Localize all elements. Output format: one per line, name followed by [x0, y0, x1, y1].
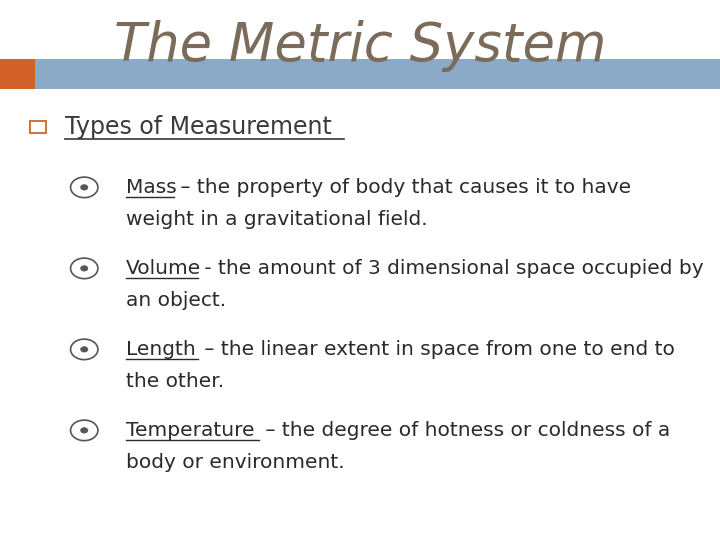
Text: – the degree of hotness or coldness of a: – the degree of hotness or coldness of a [259, 421, 670, 440]
Text: The Metric System: The Metric System [114, 20, 606, 72]
Text: body or environment.: body or environment. [126, 453, 345, 472]
Text: Types of Measurement: Types of Measurement [65, 115, 332, 139]
Bar [0, 59, 720, 89]
Bar [0, 59, 35, 89]
Text: Volume: Volume [126, 259, 202, 278]
Bar [30, 121, 46, 133]
Text: weight in a gravitational field.: weight in a gravitational field. [126, 210, 428, 230]
Text: Length: Length [126, 340, 196, 359]
Text: - the amount of 3 dimensional space occupied by: - the amount of 3 dimensional space occu… [199, 259, 704, 278]
Circle shape [81, 347, 88, 352]
Text: Temperature: Temperature [126, 421, 254, 440]
Text: – the linear extent in space from one to end to: – the linear extent in space from one to… [199, 340, 675, 359]
Circle shape [81, 266, 88, 271]
Text: Mass: Mass [126, 178, 176, 197]
Text: an object.: an object. [126, 291, 226, 310]
Circle shape [81, 185, 88, 190]
Text: the other.: the other. [126, 372, 224, 391]
Circle shape [81, 428, 88, 433]
Text: – the property of body that causes it to have: – the property of body that causes it to… [174, 178, 631, 197]
